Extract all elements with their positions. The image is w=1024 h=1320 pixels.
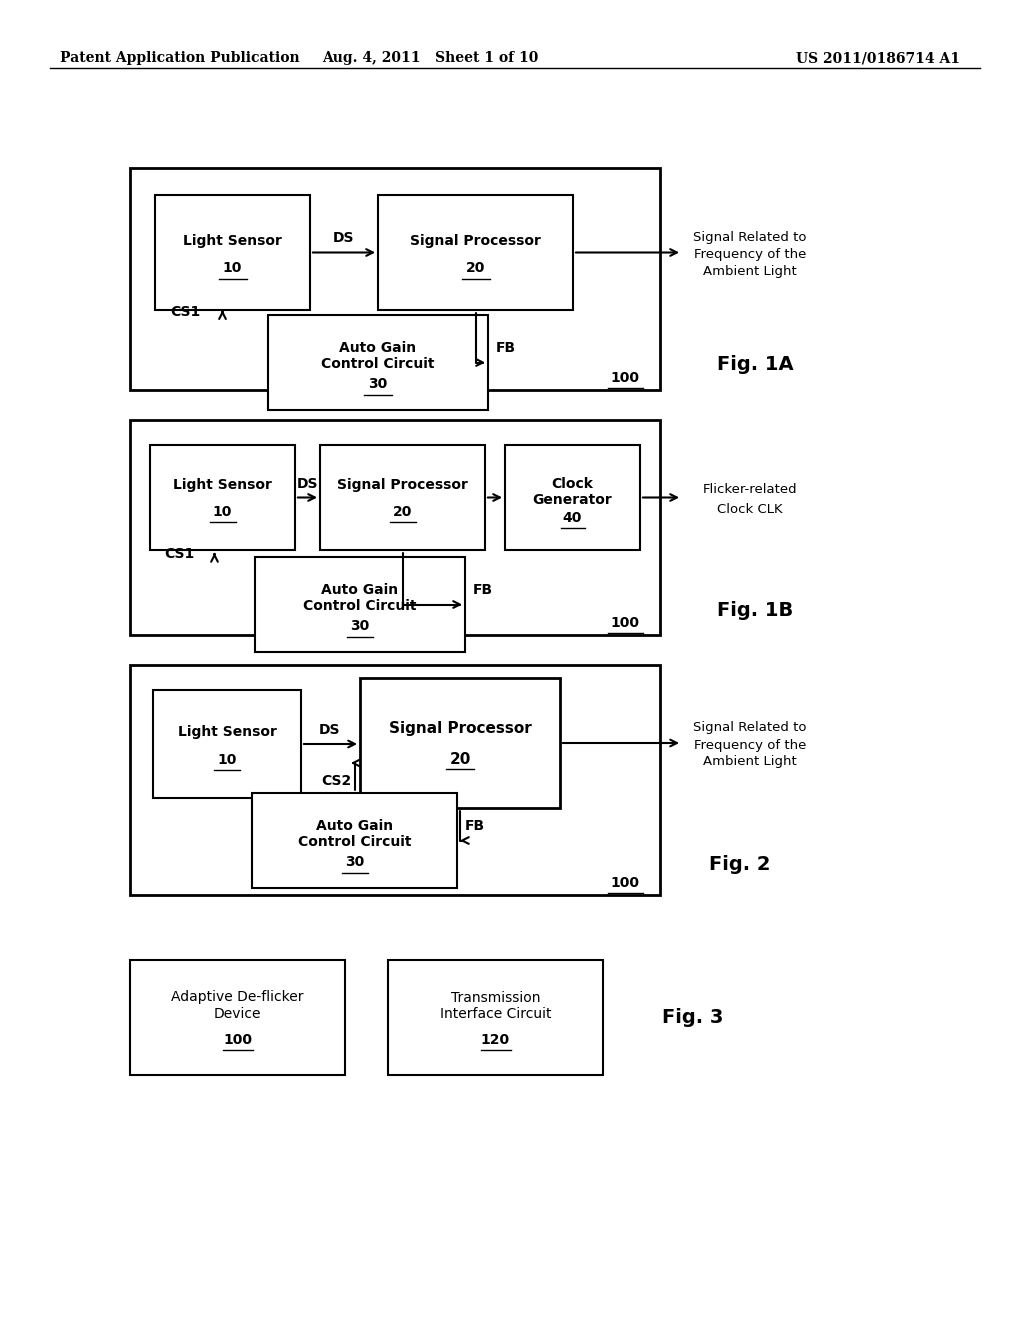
Bar (153, 690, 301, 799)
Text: 120: 120 (481, 1032, 510, 1047)
Text: 20: 20 (466, 261, 485, 276)
Text: Fig. 2: Fig. 2 (710, 855, 771, 874)
Text: 10: 10 (213, 504, 232, 519)
Text: FB: FB (473, 583, 494, 598)
Bar (130, 960, 345, 1074)
Text: Control Circuit: Control Circuit (303, 599, 417, 614)
Text: Ambient Light: Ambient Light (703, 265, 797, 279)
Text: Control Circuit: Control Circuit (298, 836, 412, 850)
Bar (360, 678, 560, 808)
Text: 30: 30 (369, 378, 388, 392)
Bar (130, 665, 660, 895)
Text: Patent Application Publication: Patent Application Publication (60, 51, 300, 65)
Text: CS1: CS1 (164, 546, 195, 561)
Text: Fig. 1A: Fig. 1A (717, 355, 794, 375)
Bar (268, 315, 488, 411)
Bar (150, 445, 295, 550)
Text: Fig. 3: Fig. 3 (663, 1008, 724, 1027)
Text: DS: DS (297, 477, 318, 491)
Text: Device: Device (214, 1007, 261, 1022)
Text: Light Sensor: Light Sensor (173, 479, 272, 492)
Text: Auto Gain: Auto Gain (322, 582, 398, 597)
Text: Light Sensor: Light Sensor (177, 725, 276, 739)
Bar (319, 445, 485, 550)
Text: 10: 10 (217, 752, 237, 767)
Text: Frequency of the: Frequency of the (694, 248, 806, 261)
Bar (130, 420, 660, 635)
Text: 20: 20 (450, 751, 471, 767)
Text: CS1: CS1 (170, 305, 201, 319)
Text: 40: 40 (563, 511, 583, 524)
Bar (252, 793, 457, 888)
Text: FB: FB (465, 820, 485, 833)
Text: Clock: Clock (552, 477, 594, 491)
Text: Signal Related to: Signal Related to (693, 722, 807, 734)
Text: FB: FB (496, 342, 516, 355)
Text: Signal Processor: Signal Processor (337, 479, 468, 492)
Text: Ambient Light: Ambient Light (703, 755, 797, 768)
Bar (255, 557, 465, 652)
Text: Fig. 1B: Fig. 1B (717, 601, 794, 619)
Bar (155, 195, 310, 310)
Text: 100: 100 (610, 876, 640, 890)
Text: Generator: Generator (532, 492, 612, 507)
Text: DS: DS (333, 231, 354, 246)
Text: Frequency of the: Frequency of the (694, 738, 806, 751)
Text: 10: 10 (223, 261, 243, 276)
Bar (388, 960, 603, 1074)
Text: 100: 100 (610, 616, 640, 630)
Text: Signal Related to: Signal Related to (693, 231, 807, 244)
Text: Aug. 4, 2011   Sheet 1 of 10: Aug. 4, 2011 Sheet 1 of 10 (322, 51, 539, 65)
Bar (378, 195, 573, 310)
Text: Control Circuit: Control Circuit (322, 358, 435, 371)
Text: Adaptive De-flicker: Adaptive De-flicker (171, 990, 304, 1005)
Text: 30: 30 (350, 619, 370, 634)
Text: Interface Circuit: Interface Circuit (439, 1007, 551, 1022)
Text: Signal Processor: Signal Processor (410, 234, 541, 248)
Text: Transmission: Transmission (451, 990, 541, 1005)
Text: Signal Processor: Signal Processor (389, 722, 531, 737)
Text: 20: 20 (393, 504, 413, 519)
Bar (505, 445, 640, 550)
Text: Light Sensor: Light Sensor (183, 234, 282, 248)
Text: Flicker-related: Flicker-related (702, 483, 798, 496)
Text: 100: 100 (610, 371, 640, 385)
Text: 30: 30 (345, 855, 365, 870)
Text: Auto Gain: Auto Gain (339, 341, 417, 355)
Text: DS: DS (319, 723, 341, 737)
Text: Clock CLK: Clock CLK (717, 503, 782, 516)
Text: US 2011/0186714 A1: US 2011/0186714 A1 (796, 51, 961, 65)
Text: CS2: CS2 (322, 774, 351, 788)
Text: Auto Gain: Auto Gain (316, 818, 393, 833)
Bar (130, 168, 660, 389)
Text: 100: 100 (223, 1032, 252, 1047)
